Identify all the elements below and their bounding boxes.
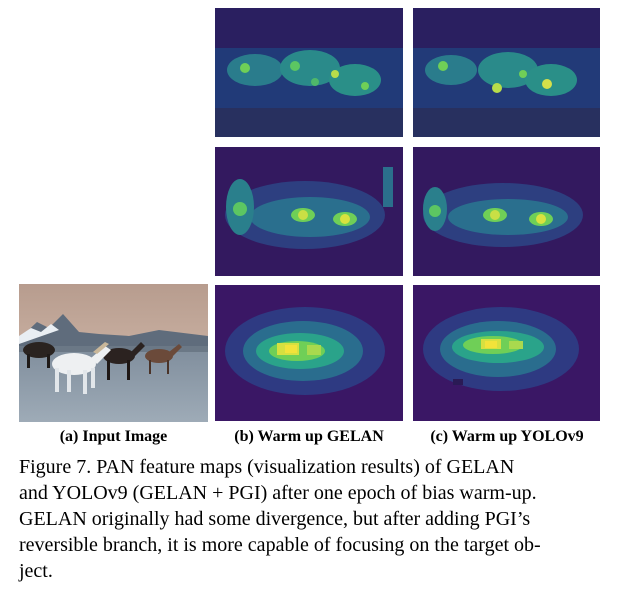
feature-map-gelan-level-2	[215, 147, 403, 276]
feature-map-yolov9-level-1	[413, 8, 600, 137]
caption-line-4: reversible branch, it is more capable of…	[19, 534, 541, 556]
subfigure-label-input-image: (a) Input Image	[59, 428, 168, 445]
caption-line-2: and YOLOv9 (GELAN + PGI) after one epoch…	[19, 482, 537, 504]
feature-map-gelan-level-3	[215, 285, 403, 421]
feature-map-yolov9-level-2	[413, 147, 600, 276]
subfigure-label-warm-up-gelan: (b) Warm up GELAN	[234, 428, 384, 445]
caption-line-3: GELAN originally had some divergence, bu…	[19, 508, 531, 530]
caption-line-5: ject.	[19, 560, 53, 582]
subfigure-label-warm-up-yolov9: (c) Warm up YOLOv9	[430, 428, 584, 445]
figure-caption: Figure 7. PAN feature maps (visualizatio…	[19, 454, 601, 584]
feature-map-gelan-level-1	[215, 8, 403, 137]
input-image	[19, 284, 208, 422]
feature-map-yolov9-level-3	[413, 285, 600, 421]
caption-line-1: Figure 7. PAN feature maps (visualizatio…	[19, 456, 515, 478]
